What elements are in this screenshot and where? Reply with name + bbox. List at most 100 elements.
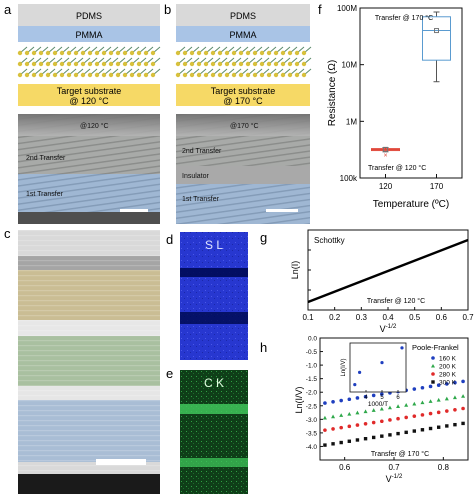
data-point xyxy=(453,422,457,427)
data-point xyxy=(436,397,441,402)
panel-g: g 0.1 0.2 0.3 0.4 0.5 0.6 0.7 Schottky Transfer … xyxy=(260,229,474,334)
scale-bar xyxy=(120,209,148,212)
atom xyxy=(59,61,65,67)
atom xyxy=(129,72,135,78)
atom xyxy=(52,61,58,67)
atom xyxy=(122,50,128,56)
data-point xyxy=(428,399,433,403)
data-point xyxy=(363,437,368,441)
y-tick-label: 1M xyxy=(346,117,357,126)
atom xyxy=(175,72,181,78)
atom xyxy=(73,61,79,67)
atom xyxy=(108,61,114,67)
data-point xyxy=(444,396,449,401)
atom xyxy=(122,72,128,78)
legend-label: 200 K xyxy=(439,364,457,371)
pmma-layer xyxy=(176,26,310,42)
y-tick-label: 100M xyxy=(337,4,357,13)
atom xyxy=(108,72,114,78)
x-tick-label: 0.6 xyxy=(339,463,351,472)
atom xyxy=(129,50,135,56)
atom xyxy=(217,61,223,67)
data-point xyxy=(331,399,335,404)
annotation-170: Transfer @ 170 °C xyxy=(375,14,433,22)
atom xyxy=(203,50,209,56)
pmma-layer xyxy=(18,26,160,42)
atom xyxy=(115,72,121,78)
atom xyxy=(280,50,286,56)
y-axis-label: Ln(I/V) xyxy=(294,386,304,413)
data-point xyxy=(453,407,457,412)
data-point xyxy=(347,411,352,416)
data-point xyxy=(420,385,425,390)
x-tick-label: 0.1 xyxy=(302,313,314,322)
x-axis-label-base: V xyxy=(386,474,392,484)
substrate-temp: @ 170 °C xyxy=(223,96,263,106)
atom xyxy=(245,72,251,78)
atom xyxy=(266,61,272,67)
data-point xyxy=(388,418,392,422)
y-tick-label: -4.0 xyxy=(306,444,318,451)
x-tick-label: 0.8 xyxy=(438,463,450,472)
x-axis-label-sup: -1/2 xyxy=(386,323,397,330)
atom xyxy=(59,50,65,56)
data-point xyxy=(412,429,417,433)
pdms-layer xyxy=(176,4,310,26)
second-transfer-label: 2nd Transfer xyxy=(26,155,66,162)
atom xyxy=(189,61,195,67)
x-tick-label: 0.6 xyxy=(436,313,448,322)
atom xyxy=(52,50,58,56)
data-point xyxy=(420,400,425,405)
data-point xyxy=(371,435,376,440)
scale-bar xyxy=(266,209,298,212)
atom xyxy=(80,61,86,67)
panel-letter-g: g xyxy=(260,230,267,245)
atom xyxy=(59,72,65,78)
atom xyxy=(231,50,237,56)
data-point xyxy=(445,424,449,428)
panel-e: e C K xyxy=(166,366,248,494)
sem-image-a xyxy=(18,114,160,224)
atom xyxy=(45,50,51,56)
x-axis-label-base: V xyxy=(380,324,386,334)
legend-marker xyxy=(431,372,435,376)
atom xyxy=(129,61,135,67)
y-tick-label: 0.0 xyxy=(308,336,317,343)
data-point xyxy=(355,410,360,415)
atom xyxy=(115,61,121,67)
data-point xyxy=(436,383,441,388)
series-line xyxy=(307,238,469,304)
atom xyxy=(150,61,156,67)
data-point xyxy=(452,395,457,400)
data-point xyxy=(396,416,400,421)
y-axis-label: Ln(I) xyxy=(290,261,300,280)
data-point xyxy=(412,401,417,406)
data-point xyxy=(339,398,343,403)
y-axis-label: Resistance (Ω) xyxy=(327,60,338,126)
data-point xyxy=(461,394,466,398)
atom xyxy=(231,72,237,78)
atom xyxy=(252,72,258,78)
atom xyxy=(238,50,244,56)
atom xyxy=(252,50,258,56)
atom xyxy=(80,72,86,78)
data-point xyxy=(420,413,425,417)
atom xyxy=(94,50,100,56)
data-point xyxy=(355,438,360,442)
data-point xyxy=(331,427,335,431)
mos2-crystal-illustration xyxy=(175,46,312,78)
annotation: Transfer @ 170 °C xyxy=(371,450,429,458)
atom xyxy=(38,72,44,78)
x-tick-label: 0.2 xyxy=(329,313,341,322)
data-point xyxy=(428,411,433,416)
data-point xyxy=(396,431,400,436)
atom xyxy=(280,72,286,78)
first-transfer-label: 1st Transfer xyxy=(26,191,64,198)
panel-letter-d: d xyxy=(166,232,173,247)
atom xyxy=(266,50,272,56)
data-point xyxy=(387,405,392,410)
atom xyxy=(231,61,237,67)
atom xyxy=(87,61,93,67)
legend-label: 160 K xyxy=(439,356,457,363)
